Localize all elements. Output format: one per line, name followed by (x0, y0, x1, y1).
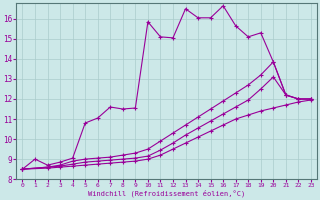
X-axis label: Windchill (Refroidissement éolien,°C): Windchill (Refroidissement éolien,°C) (88, 190, 245, 197)
